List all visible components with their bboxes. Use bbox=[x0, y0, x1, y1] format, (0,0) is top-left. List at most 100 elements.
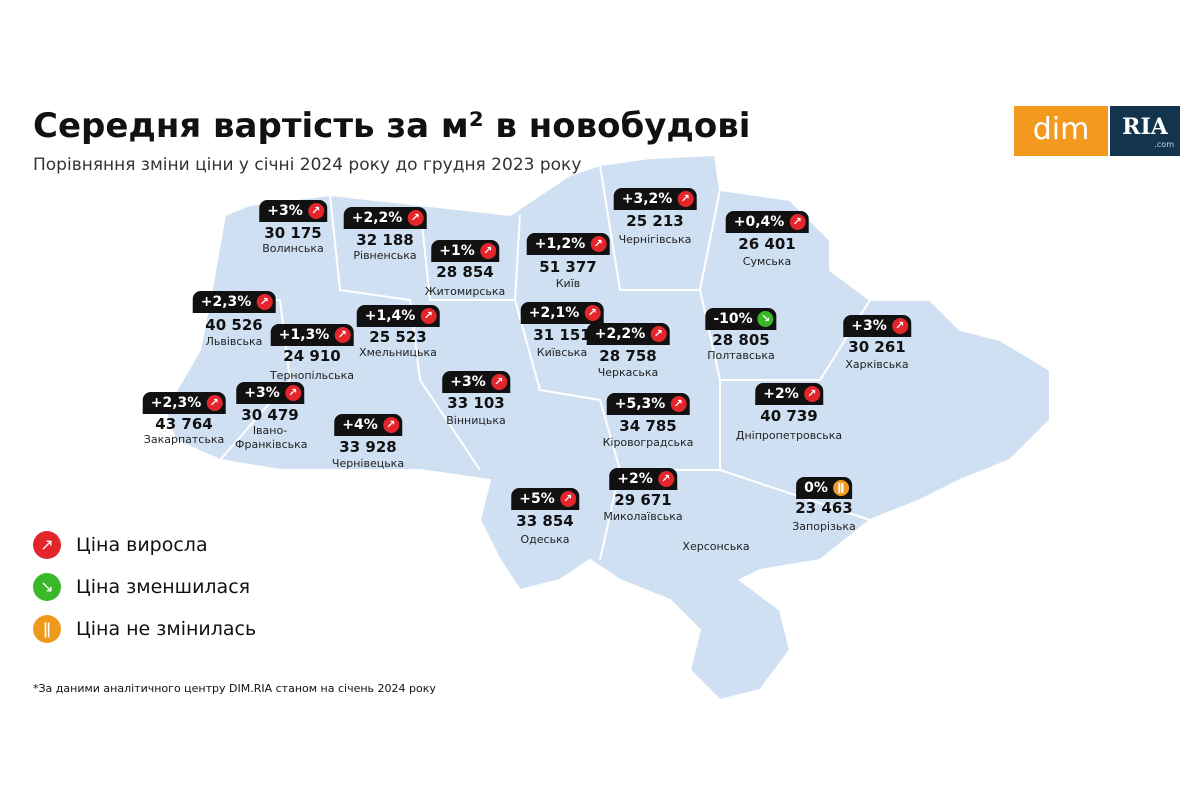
change-label: +2% bbox=[763, 386, 799, 402]
trend-icon: ↗ bbox=[382, 417, 399, 433]
change-badge: +1% ↗ bbox=[431, 240, 499, 262]
region-name: Вінницька bbox=[446, 414, 506, 427]
region-name: Дніпропетровська bbox=[735, 429, 843, 442]
region-name: Закарпатська bbox=[143, 433, 225, 446]
region-name: Черкаська bbox=[597, 366, 659, 379]
region-name: Херсонська bbox=[682, 540, 750, 553]
price: 40 526 bbox=[205, 316, 263, 334]
region-name: Харківська bbox=[845, 358, 909, 371]
legend-icon: ↘ bbox=[33, 573, 61, 601]
trend-icon: ↗ bbox=[891, 318, 908, 334]
trend-icon: ↘ bbox=[757, 311, 774, 327]
trend-icon: ↗ bbox=[584, 305, 601, 321]
trend-icon: ↗ bbox=[677, 191, 694, 207]
change-label: 0% bbox=[804, 480, 828, 496]
change-label: -10% bbox=[713, 311, 753, 327]
trend-icon: ↗ bbox=[420, 308, 437, 324]
change-badge: +5,3% ↗ bbox=[606, 393, 690, 415]
price: 28 805 bbox=[712, 331, 770, 349]
change-label: +1,2% bbox=[534, 236, 586, 252]
change-label: +1% bbox=[439, 243, 475, 259]
change-badge: +2,2% ↗ bbox=[343, 207, 427, 229]
footnote: *За даними аналітичного центру DIM.RIA с… bbox=[33, 682, 436, 695]
price: 28 854 bbox=[436, 263, 494, 281]
change-label: +2,3% bbox=[150, 395, 202, 411]
subtitle: Порівняння зміни ціни у січні 2024 року … bbox=[33, 155, 582, 175]
title: Середня вартість за м² в новобудові bbox=[33, 106, 751, 146]
legend-icon: ↗ bbox=[33, 531, 61, 559]
region-name: Запорізька bbox=[792, 520, 856, 533]
legend-label: Ціна зменшилася bbox=[76, 576, 251, 598]
logo-left: dim bbox=[1014, 106, 1108, 156]
change-label: +5% bbox=[519, 491, 555, 507]
logo-suffix: .com bbox=[1154, 140, 1174, 149]
region-name: Львівська bbox=[205, 335, 263, 348]
region-name: Рівненська bbox=[353, 249, 417, 262]
price: 51 377 bbox=[539, 258, 597, 276]
change-badge: +2,3% ↗ bbox=[142, 392, 226, 414]
change-badge: +5% ↗ bbox=[511, 488, 579, 510]
price: 33 854 bbox=[516, 512, 574, 530]
trend-icon: ↗ bbox=[490, 374, 507, 390]
change-label: +1,3% bbox=[278, 327, 330, 343]
price: 33 928 bbox=[339, 438, 397, 456]
region-name: Миколаївська bbox=[603, 510, 683, 523]
change-badge: +3% ↗ bbox=[442, 371, 510, 393]
change-badge: +3% ↗ bbox=[259, 200, 327, 222]
change-label: +2,3% bbox=[200, 294, 252, 310]
trend-icon: ↗ bbox=[479, 243, 496, 259]
legend-label: Ціна виросла bbox=[76, 534, 208, 556]
price: 31 151 bbox=[533, 326, 591, 344]
change-label: +2,2% bbox=[594, 326, 646, 342]
trend-icon: ↗ bbox=[284, 385, 301, 401]
change-label: +5,3% bbox=[614, 396, 666, 412]
price: 25 523 bbox=[369, 328, 427, 346]
change-badge: +2,3% ↗ bbox=[192, 291, 276, 313]
change-badge: +1,3% ↗ bbox=[270, 324, 354, 346]
change-label: +0,4% bbox=[733, 214, 785, 230]
logo-right-box: RIA .com bbox=[1110, 106, 1180, 156]
trend-icon: ↗ bbox=[670, 396, 687, 412]
region-name: Кіровоградська bbox=[602, 436, 694, 449]
change-label: +3% bbox=[267, 203, 303, 219]
change-badge: +3% ↗ bbox=[843, 315, 911, 337]
price: 25 213 bbox=[626, 212, 684, 230]
change-badge: +2% ↗ bbox=[609, 468, 677, 490]
change-badge: +3% ↗ bbox=[236, 382, 304, 404]
price: 28 758 bbox=[599, 347, 657, 365]
price: 32 188 bbox=[356, 231, 414, 249]
price: 34 785 bbox=[619, 417, 677, 435]
region-name: Тернопільська bbox=[269, 369, 355, 382]
region-name: Київ bbox=[555, 277, 581, 290]
trend-icon: ↗ bbox=[559, 491, 576, 507]
change-badge: +2,1% ↗ bbox=[520, 302, 604, 324]
trend-icon: ↗ bbox=[206, 395, 223, 411]
price: 26 401 bbox=[738, 235, 796, 253]
price: 30 175 bbox=[264, 224, 322, 242]
logo-right: RIA bbox=[1122, 114, 1168, 140]
price: 29 671 bbox=[614, 491, 672, 509]
price: 30 479 bbox=[241, 406, 299, 424]
change-badge: +4% ↗ bbox=[334, 414, 402, 436]
trend-icon: ↗ bbox=[650, 326, 667, 342]
trend-icon: ↗ bbox=[334, 327, 351, 343]
trend-icon: ↗ bbox=[803, 386, 820, 402]
change-label: +2,1% bbox=[528, 305, 580, 321]
change-label: +2,2% bbox=[351, 210, 403, 226]
region-name: Хмельницька bbox=[359, 346, 437, 359]
region-name: Одеська bbox=[520, 533, 570, 546]
region-name: Полтавська bbox=[707, 349, 775, 362]
price: 23 463 bbox=[795, 499, 853, 517]
change-label: +3% bbox=[450, 374, 486, 390]
change-badge: +1,4% ↗ bbox=[356, 305, 440, 327]
change-badge: +3,2% ↗ bbox=[613, 188, 697, 210]
price: 33 103 bbox=[447, 394, 505, 412]
trend-icon: ↗ bbox=[256, 294, 273, 310]
change-badge: +2,2% ↗ bbox=[586, 323, 670, 345]
legend-label: Ціна не змінилась bbox=[76, 618, 257, 640]
trend-icon: ↗ bbox=[590, 236, 607, 252]
price: 24 910 bbox=[283, 347, 341, 365]
region-name: Чернівецька bbox=[331, 457, 405, 470]
